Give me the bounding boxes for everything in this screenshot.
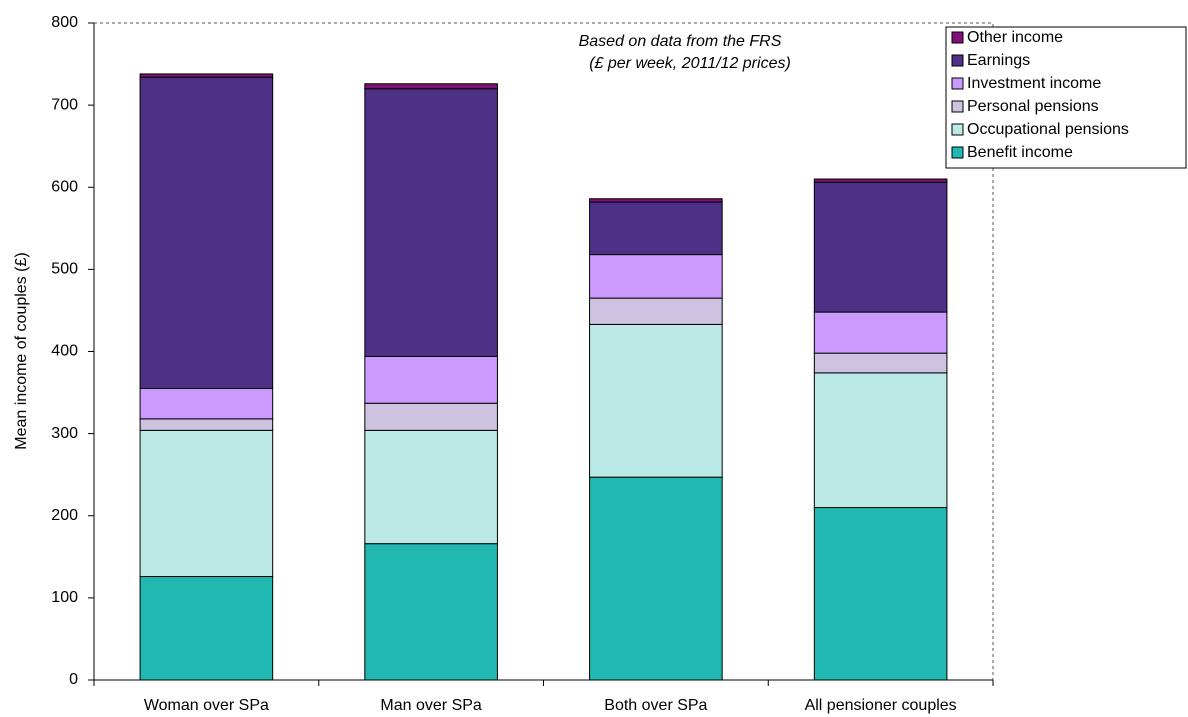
y-tick-label: 0 xyxy=(69,671,78,688)
y-tick-label: 800 xyxy=(51,14,78,31)
legend-swatch xyxy=(951,123,964,136)
y-tick-label: 700 xyxy=(51,96,78,113)
x-tick-label: Both over SPa xyxy=(604,697,707,714)
bar-segment xyxy=(589,201,723,256)
bar-segment xyxy=(364,543,498,681)
bar-segment xyxy=(813,507,948,681)
bar-segment xyxy=(589,297,723,325)
bar-segment xyxy=(589,254,723,299)
bar-segment xyxy=(139,76,274,389)
legend-swatch xyxy=(951,77,964,90)
y-tick-label: 200 xyxy=(51,507,78,524)
legend-box xyxy=(945,26,1187,169)
bar-segment xyxy=(139,73,274,78)
legend-label: Other income xyxy=(967,29,1063,46)
bar-segment xyxy=(364,88,498,357)
legend-label: Investment income xyxy=(967,75,1101,92)
legend-label: Benefit income xyxy=(967,144,1073,161)
bar-segment xyxy=(139,429,274,578)
bar-segment xyxy=(364,83,498,90)
bar-segment xyxy=(813,178,948,183)
annotation: (£ per week, 2011/12 prices) xyxy=(589,55,791,72)
legend-swatch xyxy=(951,146,964,159)
bar-segment xyxy=(813,352,948,374)
bar-segment xyxy=(813,181,948,313)
annotation: Based on data from the FRS xyxy=(579,33,782,50)
bar-segment xyxy=(589,198,723,203)
bar-segment xyxy=(139,418,274,431)
y-axis-label: Mean income of couples (£) xyxy=(13,252,30,449)
bar-segment xyxy=(364,402,498,431)
bar-segment xyxy=(139,576,274,681)
x-tick-label: All pensioner couples xyxy=(805,697,957,714)
bar-segment xyxy=(364,429,498,545)
y-tick-label: 600 xyxy=(51,178,78,195)
y-tick-label: 400 xyxy=(51,343,78,360)
legend-swatch xyxy=(951,31,964,44)
bar-segment xyxy=(813,311,948,354)
legend-swatch xyxy=(951,54,964,67)
legend-label: Occupational pensions xyxy=(967,121,1129,138)
bar-segment xyxy=(589,476,723,681)
legend-label: Earnings xyxy=(967,52,1030,69)
x-tick-label: Man over SPa xyxy=(380,697,481,714)
x-tick-label: Woman over SPa xyxy=(144,697,269,714)
y-tick-label: 100 xyxy=(51,589,78,606)
legend-swatch xyxy=(951,100,964,113)
y-tick-label: 300 xyxy=(51,425,78,442)
legend-label: Personal pensions xyxy=(967,98,1099,115)
bar-segment xyxy=(364,355,498,404)
bar-segment xyxy=(813,372,948,509)
bar-segment xyxy=(139,387,274,420)
y-tick-label: 500 xyxy=(51,261,78,278)
bar-segment xyxy=(589,323,723,478)
